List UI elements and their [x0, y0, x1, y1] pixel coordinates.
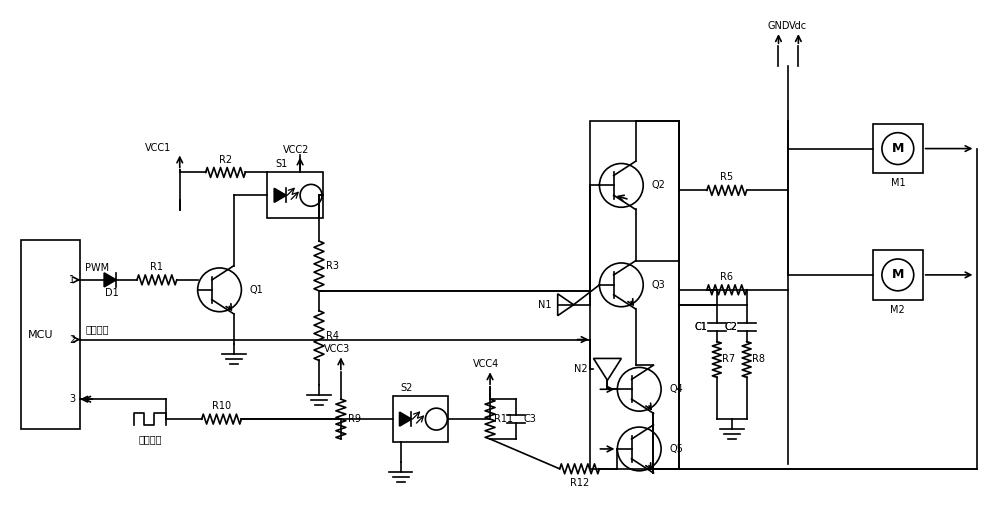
Bar: [267, 172, 323, 218]
Text: R7: R7: [722, 355, 735, 364]
Text: S1: S1: [275, 159, 287, 170]
Text: C1: C1: [694, 321, 707, 332]
Text: GND: GND: [767, 21, 790, 31]
Text: R8: R8: [752, 355, 765, 364]
Text: R9: R9: [348, 414, 361, 424]
Text: 3: 3: [69, 394, 75, 404]
Text: M1: M1: [891, 178, 905, 189]
Text: 2: 2: [69, 335, 75, 344]
Text: VCC1: VCC1: [145, 143, 171, 153]
Text: VCC4: VCC4: [473, 359, 499, 369]
Text: R3: R3: [326, 261, 339, 271]
Text: Q3: Q3: [651, 280, 665, 290]
Text: D1: D1: [105, 288, 119, 298]
Bar: [590, 121, 679, 469]
Text: R4: R4: [326, 331, 339, 340]
Polygon shape: [400, 412, 411, 426]
Text: R1: R1: [150, 262, 163, 272]
Text: M: M: [892, 268, 904, 282]
Text: Vdc: Vdc: [789, 21, 807, 31]
Text: R11: R11: [494, 414, 514, 424]
Text: VCC2: VCC2: [283, 145, 309, 155]
Text: 速度反馈: 速度反馈: [139, 434, 162, 444]
Text: R5: R5: [720, 172, 733, 182]
Text: VCC3: VCC3: [324, 344, 350, 355]
Text: Q4: Q4: [669, 384, 683, 394]
Text: N1: N1: [538, 300, 552, 310]
Bar: [393, 396, 448, 442]
Text: M2: M2: [890, 305, 905, 315]
Text: R2: R2: [219, 154, 232, 165]
Text: PWM: PWM: [85, 263, 109, 273]
Text: Q2: Q2: [651, 180, 665, 191]
Text: C1: C1: [694, 321, 707, 332]
Bar: [873, 124, 923, 173]
Text: R10: R10: [212, 401, 231, 411]
Text: 开关信号: 开关信号: [85, 324, 109, 335]
Polygon shape: [274, 189, 286, 202]
Text: C2: C2: [724, 321, 737, 332]
Bar: [21, 240, 80, 429]
Text: Q5: Q5: [669, 444, 683, 454]
Text: C3: C3: [523, 414, 536, 424]
Bar: [873, 250, 923, 300]
Text: 1: 1: [69, 275, 75, 285]
Text: N2: N2: [574, 364, 588, 375]
Polygon shape: [104, 273, 116, 287]
Text: R12: R12: [570, 478, 589, 488]
Text: C2: C2: [724, 321, 737, 332]
Text: R6: R6: [720, 272, 733, 282]
Text: S2: S2: [400, 383, 413, 393]
Text: M: M: [892, 142, 904, 155]
Text: MCU: MCU: [28, 330, 53, 340]
Text: Q1: Q1: [249, 285, 263, 295]
